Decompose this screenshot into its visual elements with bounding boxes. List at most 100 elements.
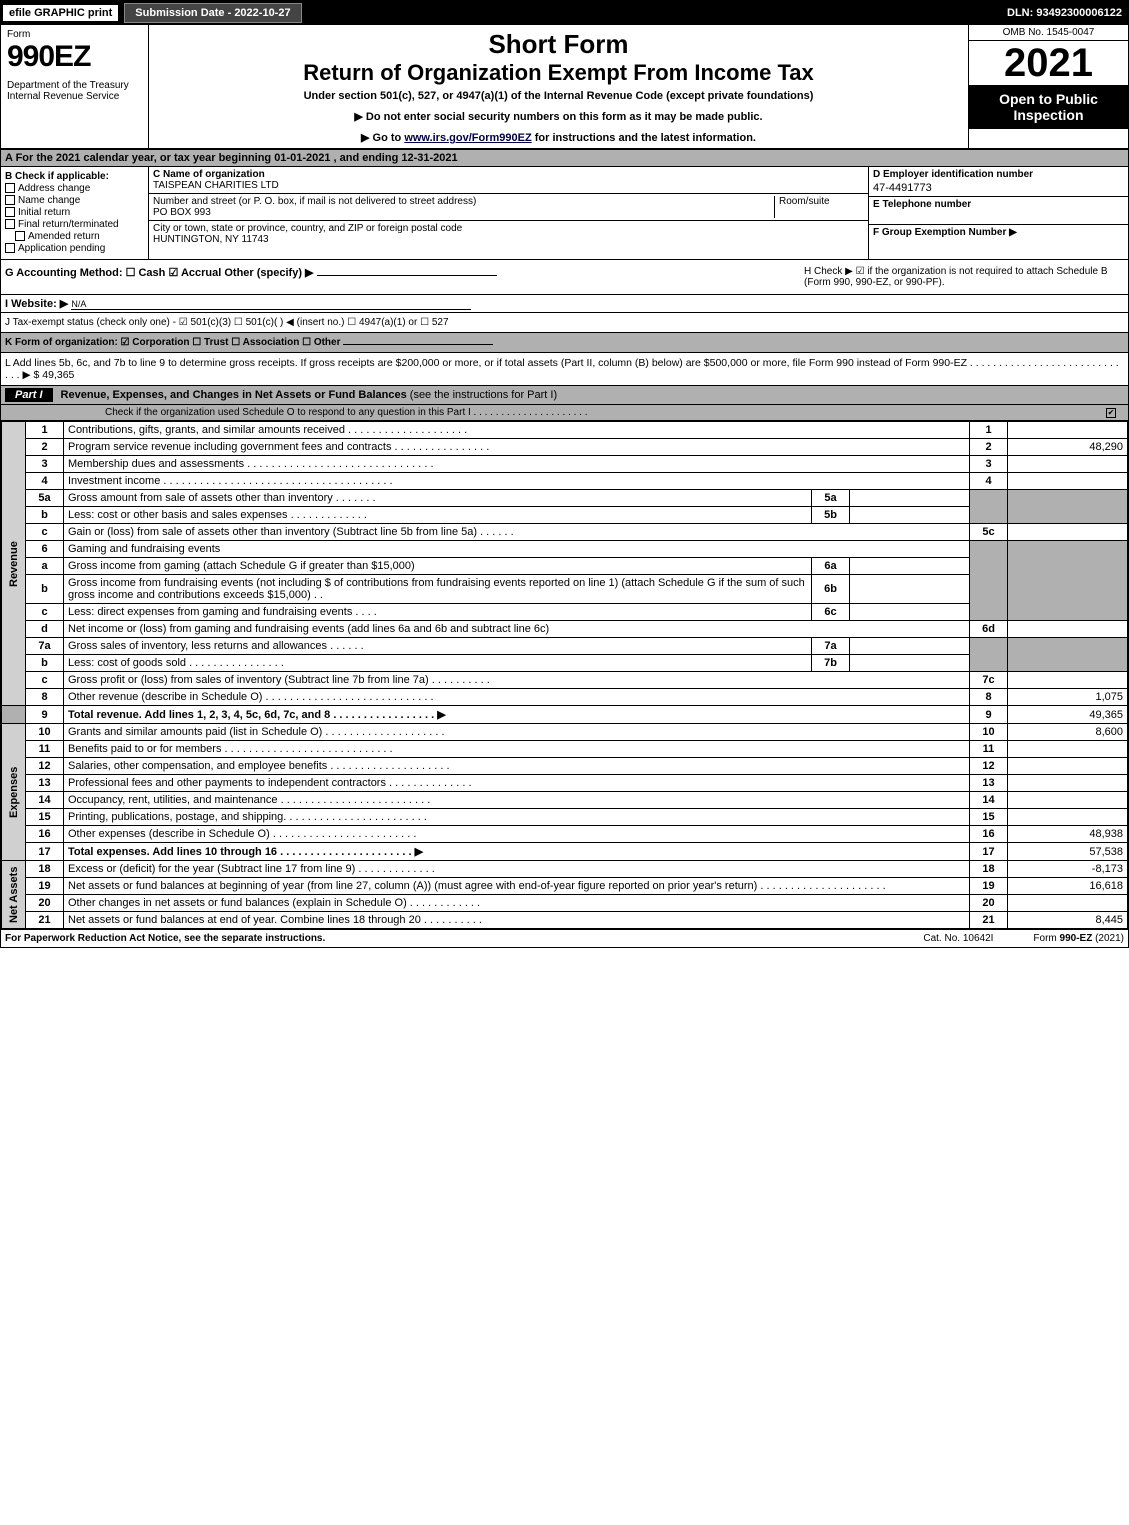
chk-application-pending[interactable]: Application pending <box>5 243 144 254</box>
instruction-2: ▶ Go to www.irs.gov/Form990EZ for instru… <box>155 131 962 144</box>
footer-left: For Paperwork Reduction Act Notice, see … <box>5 933 325 944</box>
part-i-check-text: Check if the organization used Schedule … <box>105 407 587 418</box>
part-i-checkbox[interactable] <box>1106 408 1116 418</box>
room-suite-label: Room/suite <box>774 196 864 218</box>
c-name-label: C Name of organization <box>153 169 864 180</box>
table-row: cLess: direct expenses from gaming and f… <box>2 604 1128 621</box>
top-bar: efile GRAPHIC print Submission Date - 20… <box>1 1 1128 25</box>
table-row: bLess: cost of goods sold . . . . . . . … <box>2 655 1128 672</box>
table-row: 20Other changes in net assets or fund ba… <box>2 895 1128 912</box>
table-row: 6Gaming and fundraising events <box>2 541 1128 558</box>
table-row: 3Membership dues and assessments . . . .… <box>2 456 1128 473</box>
table-row: 14Occupancy, rent, utilities, and mainte… <box>2 792 1128 809</box>
dln-number: DLN: 93492300006122 <box>1007 7 1128 19</box>
chk-address-change[interactable]: Address change <box>5 183 144 194</box>
table-row: cGross profit or (loss) from sales of in… <box>2 672 1128 689</box>
footer-catno: Cat. No. 10642I <box>923 933 993 944</box>
omb-number: OMB No. 1545-0047 <box>969 25 1128 41</box>
line-j: J Tax-exempt status (check only one) - ☑… <box>1 313 1128 333</box>
chk-name-change[interactable]: Name change <box>5 195 144 206</box>
d-label: D Employer identification number <box>873 169 1124 180</box>
part-i-check-row: Check if the organization used Schedule … <box>1 405 1128 421</box>
e-label: E Telephone number <box>873 199 1124 210</box>
section-b: B Check if applicable: Address change Na… <box>1 167 149 259</box>
form-title: Return of Organization Exempt From Incom… <box>155 60 962 86</box>
line-h: H Check ▶ ☑ if the organization is not r… <box>804 266 1124 288</box>
section-bcdef: B Check if applicable: Address change Na… <box>1 167 1128 260</box>
table-row: cGain or (loss) from sale of assets othe… <box>2 524 1128 541</box>
l-text: L Add lines 5b, 6c, and 7b to line 9 to … <box>5 357 1119 381</box>
l-value: 49,365 <box>42 369 74 381</box>
form-label: Form <box>7 29 142 40</box>
expenses-vlabel: Expenses <box>2 724 26 861</box>
b-label: B Check if applicable: <box>5 171 144 182</box>
header-middle: Short Form Return of Organization Exempt… <box>149 25 968 148</box>
table-row: 19Net assets or fund balances at beginni… <box>2 878 1128 895</box>
addr-label: Number and street (or P. O. box, if mail… <box>153 196 774 207</box>
ein-value: 47-4491773 <box>873 182 1124 194</box>
submission-date: Submission Date - 2022-10-27 <box>124 3 301 23</box>
chk-initial-return[interactable]: Initial return <box>5 207 144 218</box>
table-row: 13Professional fees and other payments t… <box>2 775 1128 792</box>
irs-link[interactable]: www.irs.gov/Form990EZ <box>404 132 531 144</box>
table-row: Net Assets 18Excess or (deficit) for the… <box>2 861 1128 878</box>
line-l: L Add lines 5b, 6c, and 7b to line 9 to … <box>1 353 1128 386</box>
chk-final-return[interactable]: Final return/terminated <box>5 219 144 230</box>
table-row: dNet income or (loss) from gaming and fu… <box>2 621 1128 638</box>
department-label: Department of the Treasury Internal Reve… <box>7 80 142 102</box>
gh-row: G Accounting Method: ☐ Cash ☑ Accrual Ot… <box>1 260 1128 295</box>
header-right: OMB No. 1545-0047 2021 Open to Public In… <box>968 25 1128 148</box>
line-k: K Form of organization: ☑ Corporation ☐ … <box>1 333 1128 353</box>
line-a: A For the 2021 calendar year, or tax yea… <box>1 150 1128 167</box>
footer-right: Form 990-EZ (2021) <box>1033 933 1124 944</box>
table-row: 9Total revenue. Add lines 1, 2, 3, 4, 5c… <box>2 706 1128 724</box>
part-i-header: Part I Revenue, Expenses, and Changes in… <box>1 386 1128 405</box>
section-def: D Employer identification number 47-4491… <box>868 167 1128 259</box>
form-number: 990EZ <box>7 40 142 74</box>
part-i-tag: Part I <box>5 388 53 402</box>
table-row: 2Program service revenue including gover… <box>2 439 1128 456</box>
i-prefix: I Website: ▶ <box>5 298 68 310</box>
org-name-cell: C Name of organization TAISPEAN CHARITIE… <box>149 167 868 194</box>
section-e: E Telephone number <box>869 197 1128 225</box>
line-i: I Website: ▶ N/A <box>1 295 1128 313</box>
table-row: 11Benefits paid to or for members . . . … <box>2 741 1128 758</box>
table-row: aGross income from gaming (attach Schedu… <box>2 558 1128 575</box>
website-value: N/A <box>71 299 471 310</box>
city-label: City or town, state or province, country… <box>153 223 864 234</box>
table-row: 4Investment income . . . . . . . . . . .… <box>2 473 1128 490</box>
open-to-public: Open to Public Inspection <box>969 85 1128 129</box>
table-row: bLess: cost or other basis and sales exp… <box>2 507 1128 524</box>
chk-amended-return[interactable]: Amended return <box>5 231 144 242</box>
short-form-title: Short Form <box>155 29 962 60</box>
form-container: efile GRAPHIC print Submission Date - 20… <box>0 0 1129 948</box>
section-d: D Employer identification number 47-4491… <box>869 167 1128 197</box>
lines-table: Revenue 1Contributions, gifts, grants, a… <box>1 421 1128 929</box>
table-row: 12Salaries, other compensation, and empl… <box>2 758 1128 775</box>
table-row: 21Net assets or fund balances at end of … <box>2 912 1128 929</box>
table-row: Expenses 10Grants and similar amounts pa… <box>2 724 1128 741</box>
form-header: Form 990EZ Department of the Treasury In… <box>1 25 1128 150</box>
tax-year: 2021 <box>969 41 1128 85</box>
table-row: 5aGross amount from sale of assets other… <box>2 490 1128 507</box>
table-row: Revenue 1Contributions, gifts, grants, a… <box>2 422 1128 439</box>
table-row: 17Total expenses. Add lines 10 through 1… <box>2 843 1128 861</box>
netassets-vlabel: Net Assets <box>2 861 26 929</box>
under-section: Under section 501(c), 527, or 4947(a)(1)… <box>155 90 962 102</box>
address-cell: Number and street (or P. O. box, if mail… <box>149 194 868 221</box>
instr2-prefix: ▶ Go to <box>361 132 404 144</box>
line-g: G Accounting Method: ☐ Cash ☑ Accrual Ot… <box>5 266 804 288</box>
city-cell: City or town, state or province, country… <box>149 221 868 247</box>
org-name: TAISPEAN CHARITIES LTD <box>153 180 864 191</box>
instr2-suffix: for instructions and the latest informat… <box>532 132 756 144</box>
org-city: HUNTINGTON, NY 11743 <box>153 234 864 245</box>
instruction-1: ▶ Do not enter social security numbers o… <box>155 110 962 123</box>
table-row: 7aGross sales of inventory, less returns… <box>2 638 1128 655</box>
f-label: F Group Exemption Number ▶ <box>873 227 1017 238</box>
table-row: 15Printing, publications, postage, and s… <box>2 809 1128 826</box>
section-c: C Name of organization TAISPEAN CHARITIE… <box>149 167 868 259</box>
page-footer: For Paperwork Reduction Act Notice, see … <box>1 929 1128 947</box>
header-left: Form 990EZ Department of the Treasury In… <box>1 25 149 148</box>
revenue-vlabel: Revenue <box>2 422 26 706</box>
part-i-title: Revenue, Expenses, and Changes in Net As… <box>61 389 558 401</box>
